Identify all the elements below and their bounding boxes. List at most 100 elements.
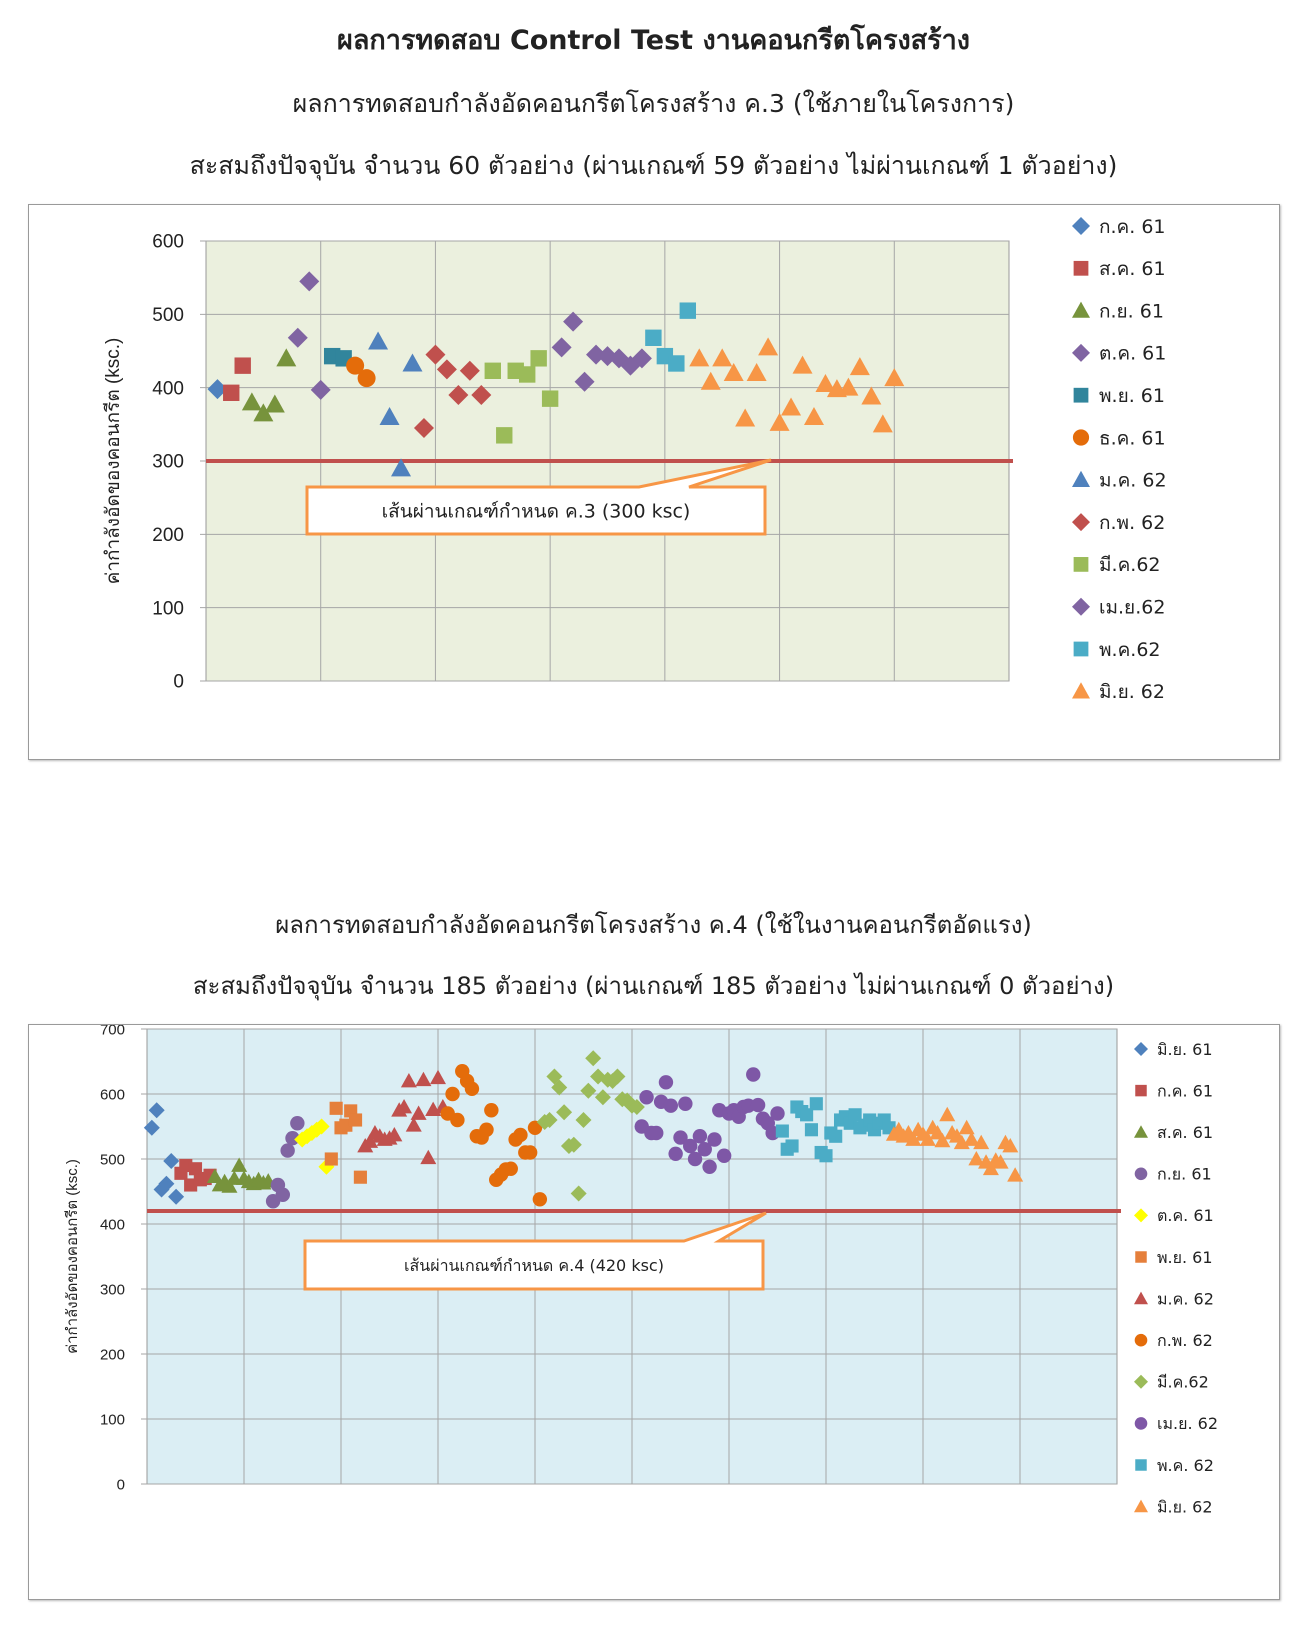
chart2-panel: 0 100 200 300 400 500 600 700 ค่ากำลังอัดของคอนก…: [28, 1024, 1280, 1600]
c2-point-9: [770, 1106, 785, 1121]
c2-point-11: [963, 1131, 980, 1146]
c2-legend-marker-6: [1134, 1291, 1148, 1305]
c1-point-6: [402, 353, 423, 372]
c2-point-7: [527, 1120, 543, 1135]
c1-y-axis-label: ค่ากำลังอัดของคอนกรีต (ksc.): [102, 338, 124, 585]
c2-point-8: [594, 1089, 611, 1106]
c2-point-4: [313, 1118, 330, 1135]
c1-point-3: [310, 379, 331, 400]
c2-point-3: [280, 1143, 295, 1158]
c1-legend-label-9: เม.ย.62: [1099, 597, 1165, 619]
c2-legend-marker-5: [1135, 1251, 1147, 1263]
c2-point-10: [804, 1123, 819, 1137]
c1-y-tick-label: 400: [152, 378, 184, 399]
c1-legend-label-7: ก.พ. 62: [1099, 512, 1165, 534]
chart2-title: ผลการทดสอบกำลังอัดคอนกรีตโครงสร้าง ค.4 (…: [275, 911, 1032, 939]
c1-legend-marker-9: [1072, 597, 1090, 616]
c2-point-9: [716, 1148, 732, 1163]
c1-threshold-callout: [305, 458, 772, 536]
c2-point-11: [939, 1106, 956, 1122]
c1-point-11: [758, 337, 779, 356]
c1-point-11: [689, 348, 710, 367]
c2-point-11: [992, 1154, 1009, 1169]
c2-point-8: [570, 1185, 587, 1202]
c1-y-tick-label: 200: [152, 525, 184, 546]
c2-legend-label-8: มี.ค.62: [1157, 1373, 1209, 1392]
c2-point-9: [746, 1067, 761, 1082]
c2-point-7: [503, 1161, 518, 1176]
c2-point-6: [430, 1069, 446, 1085]
c2-point-11: [919, 1131, 936, 1146]
c2-point-7: [445, 1086, 460, 1102]
c2-point-8: [575, 1112, 592, 1128]
c2-point-9: [687, 1151, 703, 1167]
c1-legend-marker-4: [1073, 387, 1089, 403]
c2-point-7: [464, 1081, 480, 1096]
c1-point-11: [700, 371, 721, 390]
c2-point-8: [565, 1136, 582, 1153]
c1-point-11: [769, 412, 790, 431]
c2-y-tick-label: 400: [100, 1216, 125, 1233]
c1-legend-marker-1: [1073, 260, 1089, 276]
c1-point-1: [234, 357, 251, 374]
c1-point-11: [792, 355, 813, 374]
c2-y-tick-label: 200: [100, 1346, 125, 1363]
c1-point-7: [425, 344, 446, 365]
c1-point-7: [413, 418, 434, 438]
c2-point-0: [168, 1188, 185, 1205]
c1-point-11: [723, 363, 744, 381]
c2-point-10: [775, 1124, 789, 1138]
c1-point-7: [471, 385, 492, 405]
c2-point-7: [450, 1112, 465, 1128]
c2-point-11: [958, 1119, 975, 1135]
c2-point-2: [231, 1157, 248, 1172]
c2-point-8: [585, 1050, 602, 1067]
c1-y-tick-label: 500: [152, 305, 184, 326]
c2-legend-label-10: พ.ค. 62: [1157, 1456, 1214, 1475]
c2-point-9: [639, 1090, 654, 1105]
c1-point-7: [459, 360, 480, 381]
c1-point-6: [368, 331, 389, 350]
c2-y-tick-label: 100: [100, 1411, 125, 1428]
c1-legend-marker-3: [1072, 343, 1090, 362]
c2-legend-label-7: ก.พ. 62: [1157, 1331, 1213, 1350]
c1-legend-label-1: ส.ค. 61: [1099, 258, 1166, 280]
c2-point-9: [673, 1130, 688, 1145]
c2-legend-marker-1: [1135, 1084, 1147, 1097]
c2-point-5: [348, 1113, 363, 1127]
c2-point-11: [905, 1131, 922, 1146]
c2-legend-marker-8: [1134, 1374, 1148, 1389]
c2-legend-marker-10: [1135, 1459, 1147, 1471]
c2-point-8: [556, 1104, 573, 1121]
c2-point-9: [707, 1132, 722, 1147]
c2-point-10: [785, 1139, 799, 1153]
c1-point-8: [541, 390, 559, 407]
c2-y-tick-label: 300: [100, 1281, 125, 1298]
c1-legend-marker-6: [1072, 470, 1090, 487]
c2-point-7: [479, 1122, 494, 1137]
c1-legend-label-11: มิ.ย. 62: [1099, 681, 1165, 703]
c1-legend-label-8: มี.ค.62: [1099, 554, 1161, 576]
c2-point-10: [800, 1108, 814, 1122]
c2-legend-label-5: พ.ย. 61: [1157, 1248, 1213, 1267]
c2-legend-label-9: เม.ย. 62: [1157, 1414, 1218, 1433]
c2-legend-label-4: ต.ค. 61: [1157, 1206, 1214, 1225]
c2-point-0: [158, 1175, 175, 1192]
c2-y-axis-label: ค่ากำลังอัดของคอนกรีต (ksc.): [64, 1159, 81, 1354]
c1-point-7: [436, 359, 457, 380]
c2-point-8: [541, 1112, 558, 1128]
c2-legend-label-3: ก.ย. 61: [1157, 1165, 1212, 1184]
c1-y-tick-label: 300: [152, 452, 184, 473]
c2-point-5: [353, 1170, 367, 1184]
c1-legend-label-2: ก.ย. 61: [1099, 300, 1164, 322]
c2-point-9: [697, 1142, 712, 1157]
c2-legend-marker-0: [1134, 1042, 1148, 1056]
c2-y-tick-label: 700: [100, 1025, 125, 1038]
c1-legend-label-6: ม.ค. 62: [1099, 470, 1167, 492]
c1-point-9: [574, 371, 595, 392]
c2-point-6: [400, 1073, 417, 1088]
c2-legend-label-0: มิ.ย. 61: [1157, 1040, 1213, 1059]
c2-point-9: [658, 1075, 674, 1090]
c1-legend-marker-0: [1072, 217, 1090, 235]
c1-point-9: [631, 348, 652, 369]
